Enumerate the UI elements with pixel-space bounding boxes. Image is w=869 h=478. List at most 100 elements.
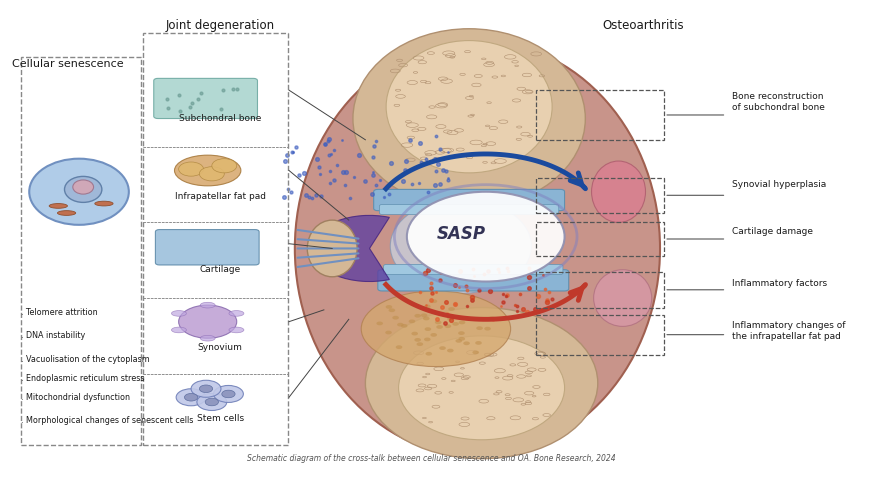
Text: Stem cells: Stem cells <box>196 414 243 423</box>
Circle shape <box>222 390 235 398</box>
Circle shape <box>411 332 417 336</box>
Point <box>453 267 467 274</box>
Text: Inflammatory factors: Inflammatory factors <box>732 279 826 288</box>
Text: . Endoplasmic reticulum stress: . Endoplasmic reticulum stress <box>21 374 144 383</box>
Point <box>396 177 410 185</box>
Point <box>368 137 382 145</box>
Point <box>495 299 509 306</box>
Text: Osteoarthritis: Osteoarthritis <box>602 19 683 33</box>
Point <box>465 293 479 301</box>
Ellipse shape <box>171 327 186 333</box>
Point <box>460 302 474 309</box>
Ellipse shape <box>361 291 510 367</box>
Circle shape <box>435 325 442 329</box>
Circle shape <box>416 342 422 346</box>
Bar <box>535 90 663 140</box>
Point <box>439 167 453 175</box>
Point <box>466 265 480 272</box>
Point <box>286 148 300 155</box>
Point <box>516 305 530 313</box>
Point <box>441 176 454 184</box>
Circle shape <box>430 299 437 303</box>
Point <box>452 283 466 291</box>
Text: Schematic diagram of the cross-talk between cellular senescence and OA. Bone Res: Schematic diagram of the cross-talk betw… <box>247 455 615 463</box>
Point <box>482 287 496 295</box>
Point <box>491 265 505 272</box>
Point <box>194 89 208 97</box>
Point <box>448 300 461 307</box>
Point <box>428 167 442 175</box>
Ellipse shape <box>64 176 102 202</box>
Circle shape <box>176 389 206 406</box>
Point <box>296 170 310 177</box>
Point <box>433 276 447 283</box>
Text: Infrapatellar fat pad: Infrapatellar fat pad <box>175 192 265 201</box>
Ellipse shape <box>95 201 113 206</box>
Circle shape <box>392 316 399 320</box>
Text: Cartilage damage: Cartilage damage <box>732 228 813 237</box>
Circle shape <box>423 304 430 308</box>
Point <box>538 285 552 293</box>
Text: Joint degeneration: Joint degeneration <box>165 19 275 33</box>
Point <box>376 193 390 201</box>
Point <box>509 307 523 315</box>
Point <box>368 181 382 189</box>
Point <box>382 190 396 198</box>
Point <box>466 272 480 280</box>
Point <box>521 284 535 292</box>
Point <box>540 298 554 306</box>
Ellipse shape <box>30 159 129 225</box>
Point <box>520 308 534 316</box>
Text: Inflammatory changes of
the infrapatellar fat pad: Inflammatory changes of the infrapatella… <box>732 321 845 341</box>
Point <box>373 176 387 184</box>
Point <box>540 296 554 304</box>
Point <box>500 267 514 275</box>
Point <box>285 148 299 156</box>
Ellipse shape <box>386 41 552 173</box>
Circle shape <box>444 324 451 328</box>
Point <box>280 151 294 159</box>
Bar <box>535 178 663 213</box>
Point <box>314 192 328 200</box>
Circle shape <box>447 348 453 352</box>
Bar <box>143 33 288 445</box>
Circle shape <box>191 380 221 397</box>
Point <box>313 171 327 178</box>
Point <box>530 293 544 300</box>
Point <box>434 270 448 277</box>
Bar <box>535 272 663 307</box>
Ellipse shape <box>591 161 645 222</box>
Point <box>414 158 428 166</box>
Point <box>329 162 343 169</box>
Circle shape <box>458 331 464 335</box>
Point <box>419 155 433 163</box>
Point <box>347 174 361 181</box>
Point <box>402 136 416 144</box>
Text: . Vacuolisation of the cytoplasm: . Vacuolisation of the cytoplasm <box>21 355 149 364</box>
Bar <box>535 222 663 256</box>
FancyBboxPatch shape <box>374 189 564 211</box>
Point <box>460 286 474 293</box>
Point <box>335 137 348 144</box>
Ellipse shape <box>175 155 241 186</box>
Ellipse shape <box>229 311 243 316</box>
Point <box>324 150 338 157</box>
Point <box>405 180 419 188</box>
Circle shape <box>401 324 407 328</box>
Circle shape <box>421 314 427 317</box>
Point <box>413 139 427 147</box>
Point <box>430 315 444 323</box>
Text: Bone reconstruction
of subchondral bone: Bone reconstruction of subchondral bone <box>732 92 824 112</box>
Point <box>493 302 507 310</box>
Circle shape <box>422 316 429 320</box>
Point <box>424 296 438 304</box>
Point <box>459 282 473 290</box>
Circle shape <box>395 345 401 349</box>
Point <box>438 298 452 306</box>
Text: . Mitochondrial dysfunction: . Mitochondrial dysfunction <box>21 393 129 402</box>
Point <box>440 148 454 155</box>
Point <box>283 188 297 196</box>
Point <box>323 179 337 187</box>
Circle shape <box>407 192 564 282</box>
Point <box>161 105 175 112</box>
